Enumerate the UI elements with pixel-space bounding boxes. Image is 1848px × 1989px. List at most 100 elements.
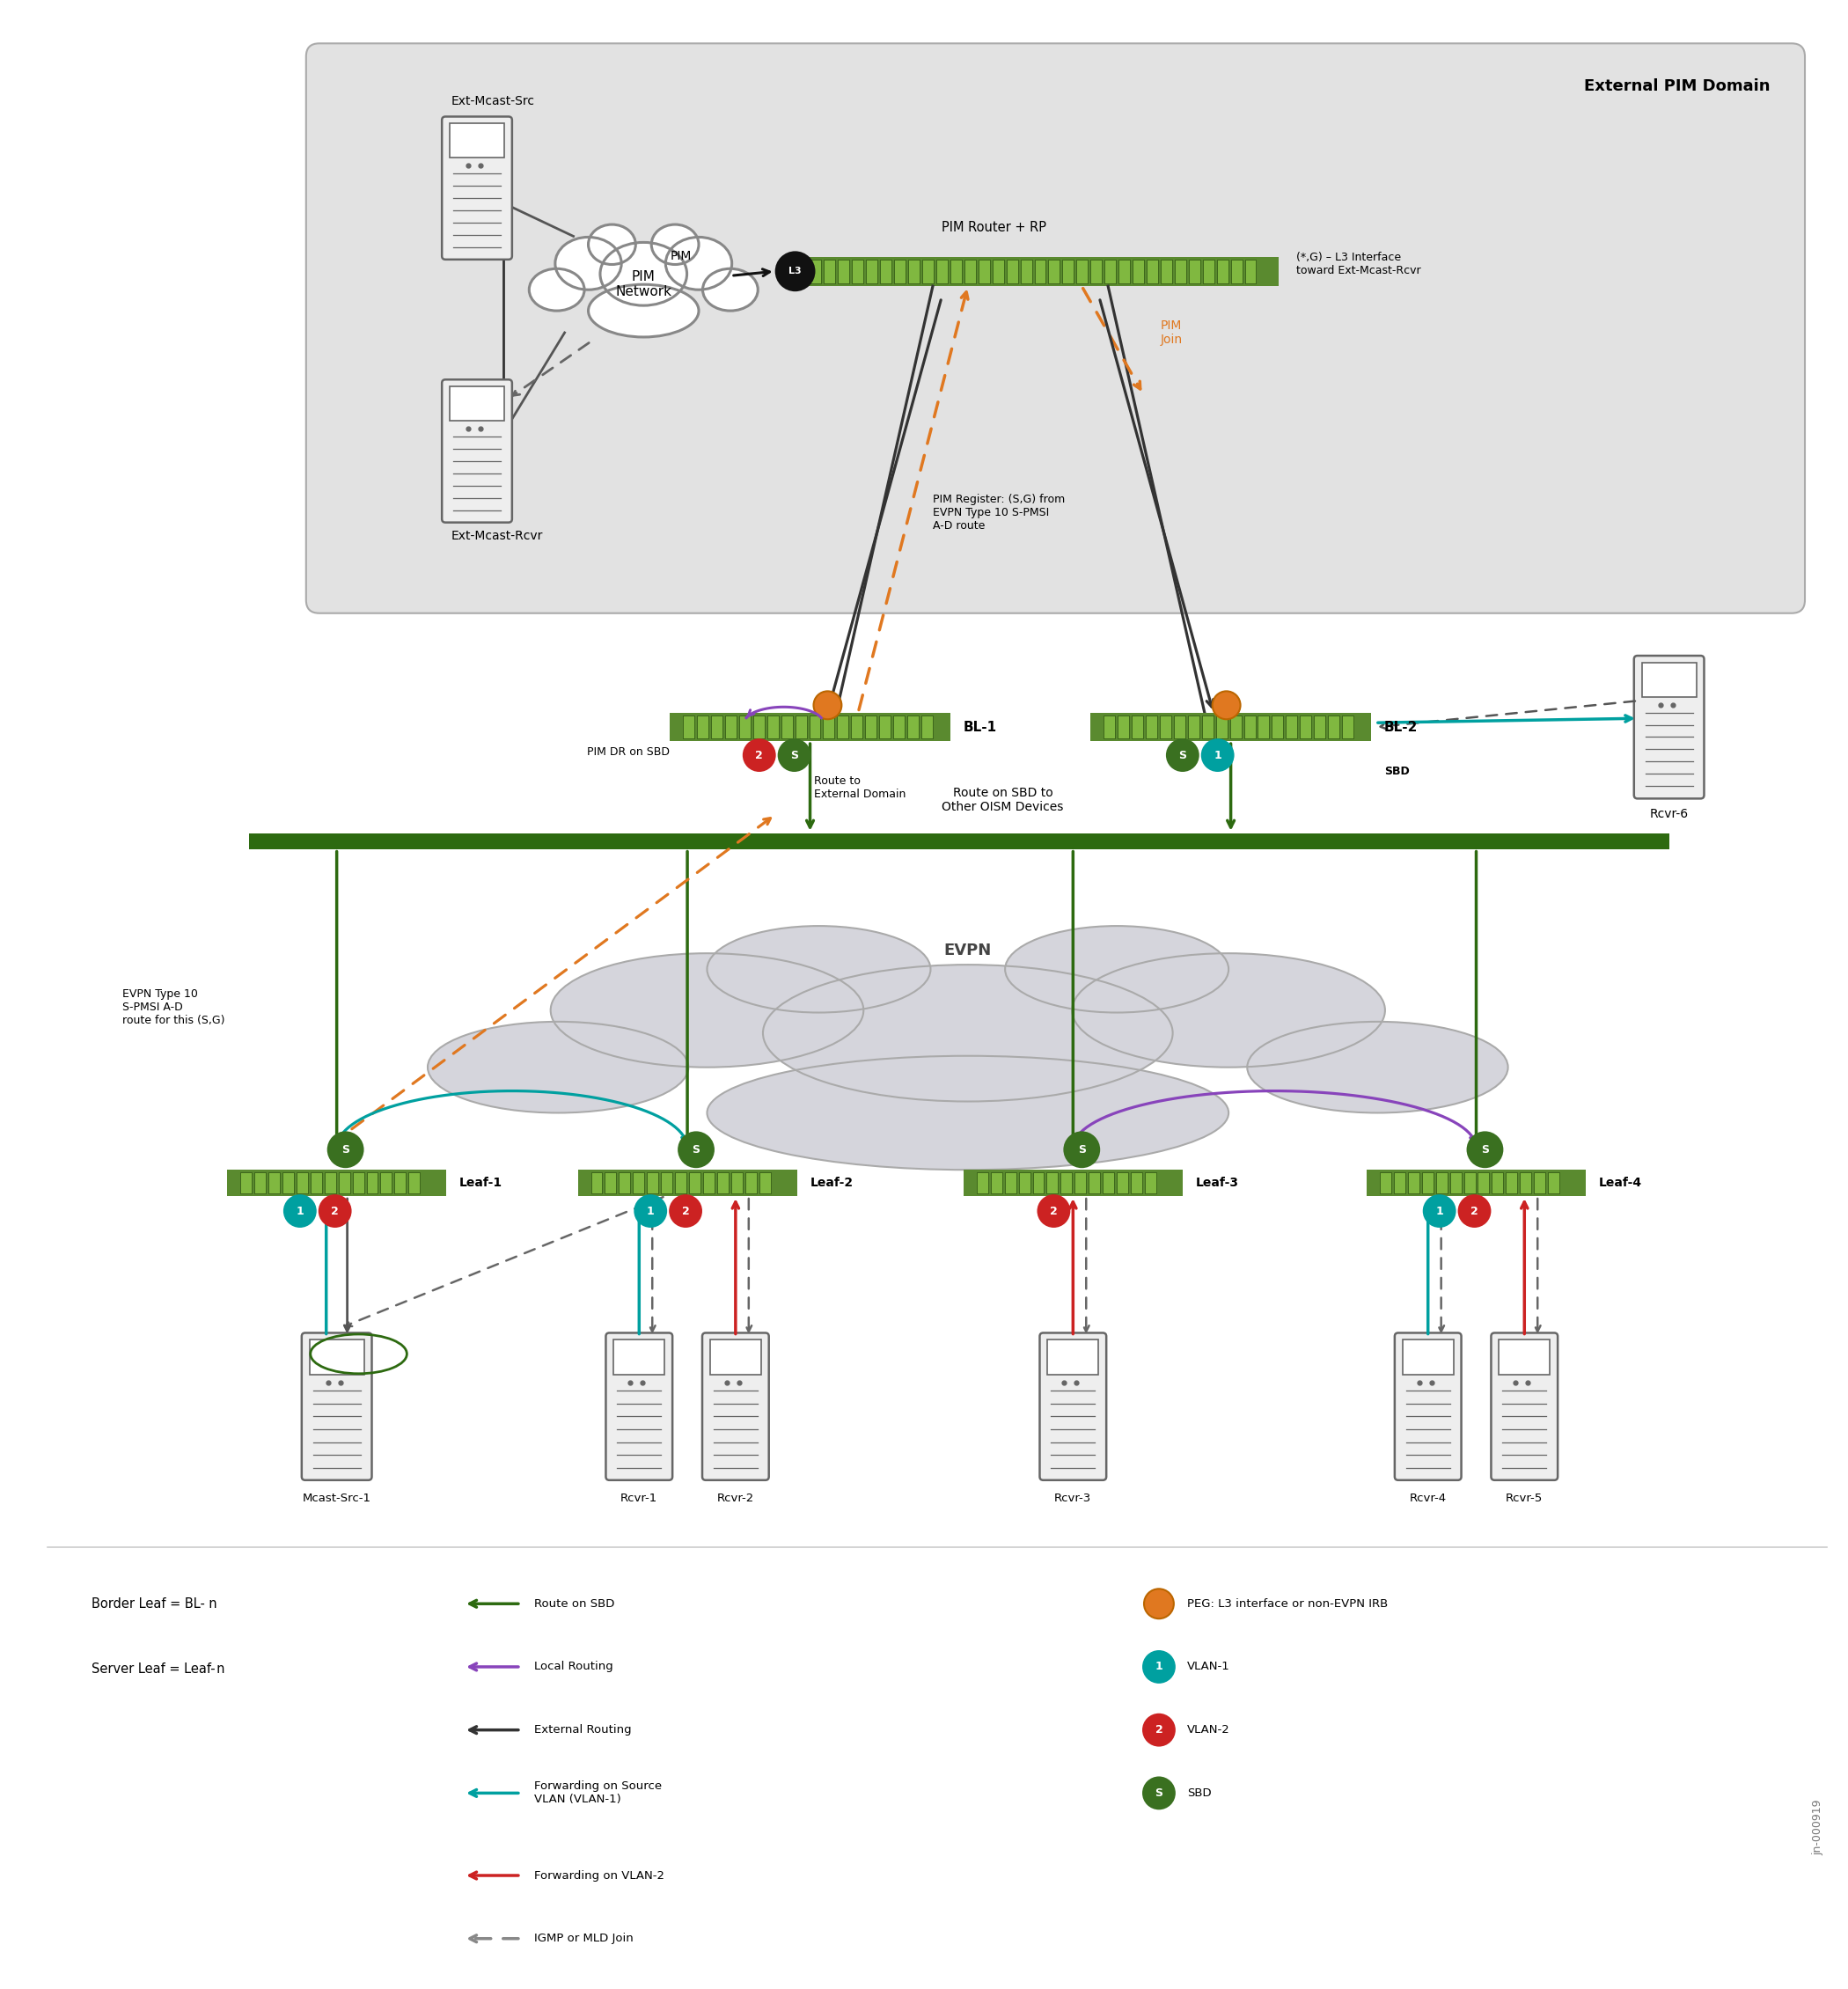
Bar [839,259,850,282]
Bar [837,716,848,738]
Ellipse shape [588,284,699,336]
Text: PIM Router + RP: PIM Router + RP [942,221,1046,235]
Bar [1061,1172,1072,1193]
Bar [963,1170,1183,1195]
FancyBboxPatch shape [307,44,1805,613]
Text: (*,G) – L3 Interface
toward Ext-Mcast-Rcvr: (*,G) – L3 Interface toward Ext-Mcast-Rc… [1297,253,1421,276]
Circle shape [1142,1651,1175,1683]
Ellipse shape [708,927,931,1012]
Bar [880,716,891,738]
Circle shape [813,692,841,720]
Circle shape [774,251,815,292]
Circle shape [327,1132,364,1168]
Bar [1393,1172,1404,1193]
Bar [1020,259,1031,282]
Text: PIM Register: (S,G) from
EVPN Type 10 S-PMSI
A-D route: PIM Register: (S,G) from EVPN Type 10 S-… [933,493,1064,531]
Bar [710,1341,761,1374]
Text: External PIM Domain: External PIM Domain [1584,78,1770,93]
Bar [268,1172,279,1193]
Text: Leaf-4: Leaf-4 [1599,1177,1643,1189]
Bar [669,714,950,742]
Bar [950,259,961,282]
Circle shape [1037,1193,1070,1227]
Bar [1046,1172,1059,1193]
Bar [1133,259,1144,282]
Bar [647,1172,658,1193]
Bar [240,1172,251,1193]
Bar [1007,259,1018,282]
Text: Ext-Mcast-Rcvr: Ext-Mcast-Rcvr [451,529,543,541]
Text: 2: 2 [1050,1205,1057,1217]
Bar [1201,716,1214,738]
Bar [310,1341,364,1374]
FancyBboxPatch shape [301,1333,371,1480]
Text: VLAN-2: VLAN-2 [1186,1724,1231,1736]
Bar [1380,1172,1392,1193]
Bar [717,1172,728,1193]
Bar [795,716,806,738]
Bar [1521,1172,1532,1193]
Text: Rcvr-3: Rcvr-3 [1055,1492,1092,1504]
Bar [1131,716,1144,738]
Circle shape [1212,692,1240,720]
Bar [1258,716,1270,738]
Bar [809,259,822,282]
Bar [1506,1172,1517,1193]
Text: 2: 2 [682,1205,689,1217]
Bar [1118,259,1129,282]
Text: Server Leaf = Leaf- n: Server Leaf = Leaf- n [91,1663,225,1677]
Bar [1244,716,1255,738]
Text: 1: 1 [1155,1661,1162,1673]
Text: Local Routing: Local Routing [534,1661,614,1673]
Bar [724,716,736,738]
Bar [634,1172,645,1193]
Text: Route on SBD to
Other OISM Devices: Route on SBD to Other OISM Devices [942,786,1064,814]
Circle shape [1423,1193,1456,1227]
Bar [619,1172,630,1193]
Bar [852,259,863,282]
Text: Route to
External Domain: Route to External Domain [815,776,906,800]
Bar [1175,259,1186,282]
Bar [1131,1172,1142,1193]
Bar [1203,259,1214,282]
Text: 2: 2 [756,750,763,762]
Bar [754,716,765,738]
Bar [1076,1172,1087,1193]
Bar [922,716,933,738]
Bar [325,1172,336,1193]
Bar [760,1172,771,1193]
Text: 2: 2 [1155,1724,1162,1736]
Bar [296,1172,309,1193]
Bar [1173,716,1185,738]
Bar [1534,1172,1545,1193]
Bar [1231,259,1242,282]
Bar [1368,1170,1586,1195]
Bar [1499,1341,1550,1374]
Circle shape [1166,738,1199,772]
Bar [1048,259,1061,282]
Bar [702,1172,715,1193]
Ellipse shape [702,269,758,310]
Bar [991,1172,1002,1193]
Bar [1048,1341,1098,1374]
Bar [965,259,976,282]
Text: PIM DR on SBD: PIM DR on SBD [588,746,669,758]
Bar [809,716,821,738]
Bar [1005,1172,1016,1193]
Bar [310,1172,322,1193]
Bar [1103,716,1114,738]
Bar [739,716,750,738]
Bar [767,716,778,738]
Ellipse shape [588,225,636,265]
Bar [283,1172,294,1193]
Circle shape [1142,1776,1175,1810]
Text: Border Leaf = BL-  n: Border Leaf = BL- n [91,1597,216,1611]
Ellipse shape [763,965,1173,1102]
Bar [591,1172,602,1193]
Circle shape [669,1193,702,1227]
Text: SBD: SBD [1186,1788,1210,1798]
Bar [1018,1172,1029,1193]
Text: 2: 2 [331,1205,338,1217]
Text: VLAN-1: VLAN-1 [1186,1661,1231,1673]
Bar [1188,259,1199,282]
